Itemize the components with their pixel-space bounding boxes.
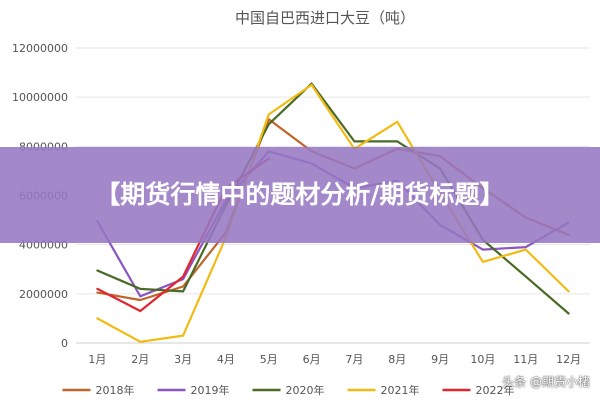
x-tick-label: 1月 [88, 353, 106, 366]
y-tick-label: 10000000 [12, 91, 68, 104]
title-banner: 【期货行情中的题材分析/期货标题】 [0, 147, 600, 243]
x-tick-label: 6月 [303, 353, 321, 366]
series-line-2020年 [96, 82, 570, 315]
legend-item: 2018年 [62, 383, 135, 397]
chart-title: 中国自巴西进口大豆（吨） [235, 9, 415, 27]
legend-item: 2020年 [252, 383, 325, 397]
x-tick-label: 5月 [260, 353, 278, 366]
series-line-2021年 [96, 83, 570, 343]
banner-text: 【期货行情中的题材分析/期货标题】 [95, 180, 505, 209]
x-tick-label: 12月 [556, 353, 581, 366]
x-axis-ticks: 1月 2月 3月 4月 5月 6月 7月 8月 9月 10月 11月 12月 [88, 353, 581, 366]
x-tick-label: 11月 [513, 353, 538, 366]
x-tick-label: 3月 [174, 353, 192, 366]
legend-item: 2019年 [157, 383, 230, 397]
legend: 2018年 2019年 2020年 2021年 2022年 [62, 383, 515, 397]
x-tick-label: 8月 [388, 353, 406, 366]
watermark: 头条 @期货小楮 [502, 375, 590, 389]
legend-item: 2022年 [442, 383, 515, 397]
y-tick-label: 0 [61, 337, 68, 350]
x-tick-label: 2月 [131, 353, 149, 366]
x-tick-label: 10月 [470, 353, 495, 366]
legend-label: 2022年 [476, 383, 515, 397]
legend-label: 2021年 [381, 383, 420, 397]
legend-label: 2020年 [286, 383, 325, 397]
legend-label: 2019年 [191, 383, 230, 397]
legend-item: 2021年 [347, 383, 420, 397]
x-tick-label: 9月 [431, 353, 449, 366]
legend-label: 2018年 [96, 383, 135, 397]
x-tick-label: 7月 [345, 353, 363, 366]
y-tick-label: 12000000 [12, 42, 68, 55]
x-tick-label: 4月 [217, 353, 235, 366]
y-tick-label: 2000000 [19, 288, 68, 301]
